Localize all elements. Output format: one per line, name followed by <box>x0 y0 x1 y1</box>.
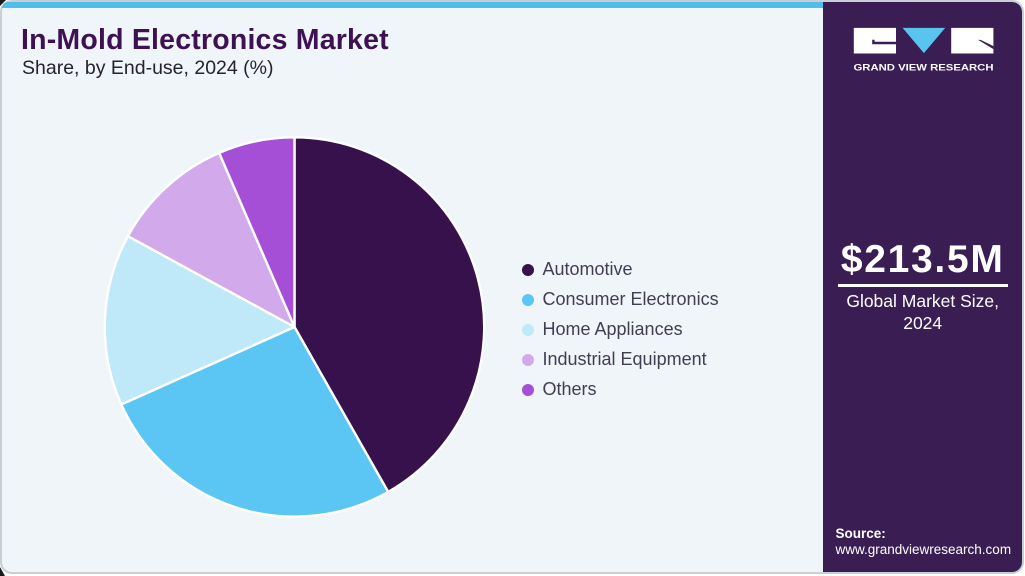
svg-text:GRAND VIEW RESEARCH: GRAND VIEW RESEARCH <box>853 63 993 73</box>
